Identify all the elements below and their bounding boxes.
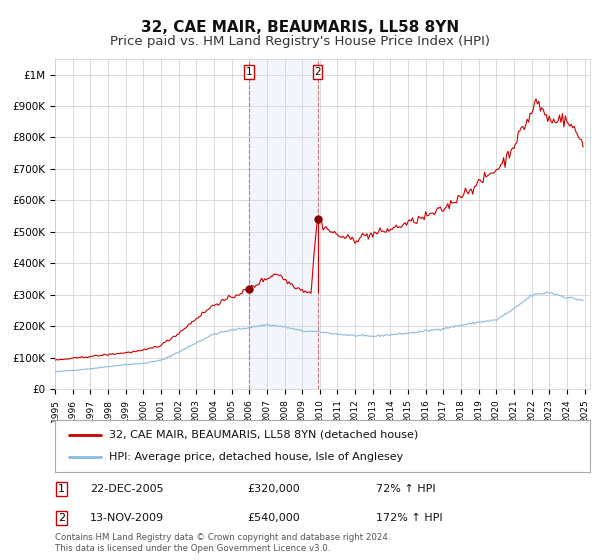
Text: 172% ↑ HPI: 172% ↑ HPI [376,513,443,522]
Text: 22-DEC-2005: 22-DEC-2005 [90,484,164,493]
Text: £320,000: £320,000 [248,484,301,493]
Text: 2: 2 [58,513,65,522]
Text: 1: 1 [245,67,252,77]
Text: 72% ↑ HPI: 72% ↑ HPI [376,484,436,493]
Text: 32, CAE MAIR, BEAUMARIS, LL58 8YN: 32, CAE MAIR, BEAUMARIS, LL58 8YN [141,20,459,35]
Text: £540,000: £540,000 [248,513,301,522]
Text: 1: 1 [58,484,65,493]
Bar [249,59,317,389]
Text: 13-NOV-2009: 13-NOV-2009 [90,513,164,522]
Text: 2: 2 [314,67,321,77]
Text: Contains HM Land Registry data © Crown copyright and database right 2024.
This d: Contains HM Land Registry data © Crown c… [55,533,391,553]
Text: HPI: Average price, detached house, Isle of Anglesey: HPI: Average price, detached house, Isle… [109,452,403,463]
Text: 32, CAE MAIR, BEAUMARIS, LL58 8YN (detached house): 32, CAE MAIR, BEAUMARIS, LL58 8YN (detac… [109,430,418,440]
Text: Price paid vs. HM Land Registry's House Price Index (HPI): Price paid vs. HM Land Registry's House … [110,35,490,48]
